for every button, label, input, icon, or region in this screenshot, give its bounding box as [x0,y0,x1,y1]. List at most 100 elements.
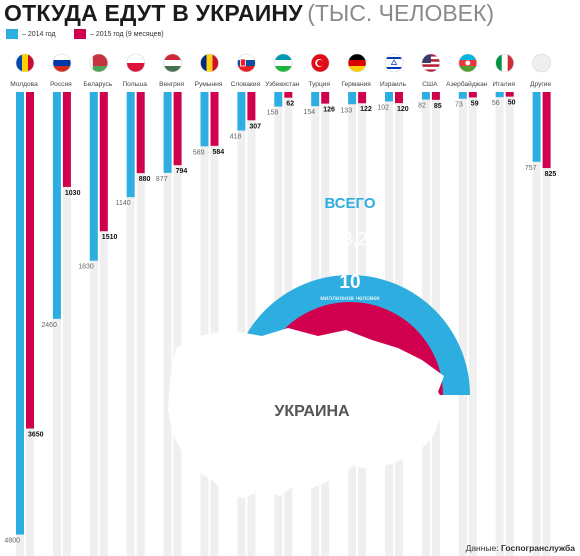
value-label-2015: 85 [434,103,442,110]
flag-stripe [16,54,23,72]
flag-stripe [163,60,182,67]
flag-hungary [163,54,182,72]
bar-2015 [395,92,403,104]
flag-stripe [22,54,29,72]
bar-2014 [200,92,209,147]
ghost-stripe [89,92,98,556]
value-label-2014: 82 [418,103,426,110]
flag-crescent-cut [317,59,324,67]
value-label-2015: 3650 [28,432,44,439]
flag-germany [348,54,367,72]
flag-stripe [163,66,182,72]
value-label-2014: 589 [193,149,205,156]
value-label-2014: 158 [267,110,279,117]
value-label-2015: 307 [249,123,261,130]
bar-2015 [284,92,293,98]
bar-2014 [89,92,98,261]
category-label: Словакия [231,81,261,88]
category-label: Румыния [195,81,223,88]
value-label-2015: 584 [213,149,225,156]
category-label: США [422,81,438,88]
flag-stripe [458,66,477,72]
value-label-2015: 1510 [102,234,118,241]
value-label-2014: 1830 [78,264,94,271]
title-main: ОТКУДА ЕДУТ В УКРАИНУ [4,0,303,26]
ghost-stripe [163,92,172,556]
value-labels: 4800 3650 2460 1030 1830 1510 1140 880 877 794 589… [4,100,556,545]
value-label-2015: 880 [139,176,151,183]
flag-border [421,53,441,73]
flag-stripe [206,54,213,72]
total-label: ВСЕГО [324,195,375,212]
source-name: Госпогранслужба [501,543,575,553]
ghost-stripe [136,92,145,556]
source-prefix: Данные: [465,543,499,553]
flag-stripe [507,54,514,72]
bar-2014 [421,92,430,100]
flag-stripe [237,60,256,67]
flag-stripe [237,66,256,72]
flag-stripe [89,60,108,67]
flag-blank [532,54,551,72]
ghost-stripe [247,92,256,556]
value-label-2015: 50 [508,100,516,107]
title-units: (ТЫС. ЧЕЛОВЕК) [307,0,495,26]
flag-stripe [212,54,219,72]
value-label-2014: 418 [230,134,242,141]
legend-label-2014: – 2014 год [22,30,56,38]
legend-swatch-2015 [74,29,86,39]
flag-stripe [200,54,207,72]
value-label-2014: 1140 [116,200,131,207]
flag-border [163,53,182,73]
ghost-stripe [200,92,209,556]
flag-russia [52,54,71,72]
bar-2015 [136,92,145,174]
flag-stripe [237,54,256,61]
category-label: Беларусь [83,81,112,88]
flag-canton [421,54,431,63]
value-label-2014: 73 [455,102,463,109]
value-label-2015: 122 [360,106,372,113]
category-label: Израиль [380,81,407,88]
flag-emblem [239,58,246,67]
flag-poland [126,54,145,72]
value-label-2015: 59 [471,100,479,107]
flag-border [89,53,109,73]
ghost-stripe [458,92,467,556]
flag-italy [495,54,514,72]
value-label-2015: 794 [176,168,188,175]
flag-ornament [89,54,93,72]
flag-border [200,53,219,73]
bar-2015 [358,92,367,104]
flag-border [15,53,35,73]
bar-2015 [210,92,219,146]
category-label: Турция [308,81,330,88]
flag-border [273,53,293,73]
bar-2014 [163,92,172,173]
category-label: Россия [50,81,72,88]
flag-border [495,53,515,73]
value-label-2015: 1030 [65,190,81,197]
ghost-stripe [542,92,551,556]
value-label-2014: 154 [304,109,316,116]
flag-stripe [274,54,293,61]
flag-stripe [348,66,367,72]
ghost-stripe [532,92,541,556]
flag-stripe [348,60,367,67]
flag-stripe [385,67,403,69]
legend-item-2015: – 2015 год (9 месяцев) [74,29,164,39]
flag-border [237,53,256,73]
bar-2015 [26,92,34,429]
flag-stripe [52,66,71,72]
flag-stripe [421,69,440,72]
category-label: Молдова [10,81,38,88]
category-label: Германия [341,81,371,88]
flag-border [384,53,404,73]
bar-2014 [126,92,135,198]
flag-uzbekistan [274,54,293,72]
flag-stripe [126,54,145,64]
flag-stripe [274,66,293,72]
flag-stripe [274,60,293,67]
flag-turkey [311,54,330,72]
